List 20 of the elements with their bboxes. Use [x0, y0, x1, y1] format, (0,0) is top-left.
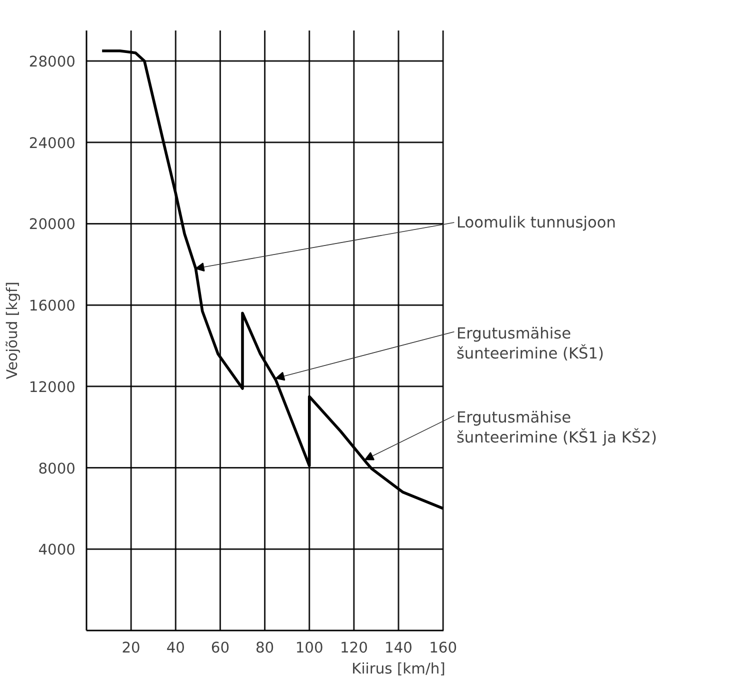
y-tick-label: 20000 — [28, 216, 76, 234]
y-tick-label: 24000 — [28, 134, 76, 152]
x-tick-label: 100 — [295, 640, 324, 656]
x-tick-label: 40 — [166, 640, 185, 656]
annotation: Loomulik tunnusjoon — [456, 214, 616, 232]
x-tick-label: 140 — [384, 640, 412, 656]
x-tick-label: 160 — [429, 640, 458, 656]
x-tick-label: 20 — [122, 640, 140, 656]
x-tick-label: 120 — [340, 640, 368, 656]
y-tick-label: 16000 — [28, 298, 76, 315]
x-tick-label: 80 — [255, 640, 274, 656]
x-tick-label: 60 — [210, 640, 230, 656]
y-axis-title: Veojõud [kgf] — [4, 282, 21, 380]
x-axis-title: Kiirus [km/h] — [352, 660, 446, 678]
annotation: Ergutusmähise šunteerimine (KŠ1 ja KŠ2) — [456, 408, 657, 446]
y-tick-label: 28000 — [28, 54, 76, 71]
y-tick-label: 4000 — [38, 542, 76, 559]
annotation: Ergutusmähise šunteerimine (KŠ1) — [456, 324, 604, 362]
y-tick-label: 8000 — [38, 460, 76, 478]
y-tick-label: 12000 — [28, 378, 76, 396]
